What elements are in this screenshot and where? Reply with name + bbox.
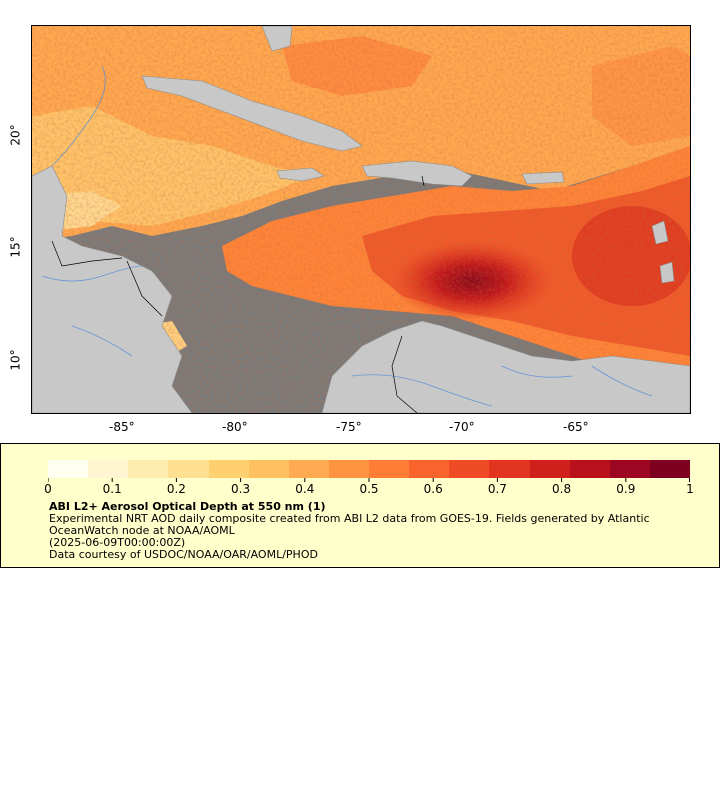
land-masses — [32, 26, 690, 413]
colorbar-swatch — [168, 460, 209, 478]
colorbar-swatch — [328, 460, 369, 478]
colorbar-tick-label: 0.3 — [231, 482, 251, 496]
colorbar-tick-label: 0.9 — [616, 482, 636, 496]
colorbar-ticks — [48, 478, 690, 482]
legend-description: OceanWatch node at NOAA/AOML — [49, 524, 235, 537]
lon-tick-label: -80° — [222, 420, 248, 434]
colorbar-swatch — [369, 460, 410, 478]
colorbar-swatch — [649, 460, 690, 478]
legend-description: Experimental NRT AOD daily composite cre… — [49, 512, 650, 525]
lon-tick-label: -70° — [449, 420, 475, 434]
country-borders — [51, 175, 425, 413]
colorbar-tick-label: 0.4 — [295, 482, 315, 496]
aod-map — [31, 25, 691, 414]
colorbar-swatch — [609, 460, 650, 478]
colorbar-swatch — [529, 460, 570, 478]
lat-tick-label: 20° — [8, 124, 23, 146]
colorbar-tick-label: 0 — [44, 482, 52, 496]
legend-title: ABI L2+ Aerosol Optical Depth at 550 nm … — [49, 500, 326, 513]
colorbar-tick-label: 0.8 — [552, 482, 572, 496]
colorbar-swatch — [128, 460, 169, 478]
colorbar-tick-label: 1 — [686, 482, 694, 496]
colorbar-tick-label: 0.6 — [423, 482, 443, 496]
colorbar-tick-label: 0.5 — [359, 482, 379, 496]
rivers — [41, 65, 653, 407]
colorbar-swatch — [248, 460, 289, 478]
colorbar-swatch — [409, 460, 450, 478]
lon-tick-label: -75° — [336, 420, 362, 434]
legend-credit: Data courtesy of USDOC/NOAA/OAR/AOML/PHO… — [49, 548, 318, 561]
colorbar-tick-label: 0.1 — [102, 482, 122, 496]
colorbar-swatch — [449, 460, 490, 478]
lat-tick-label: 10° — [8, 349, 23, 371]
colorbar-swatch — [489, 460, 530, 478]
colorbar-swatch — [288, 460, 329, 478]
legend-panel: 0 0.1 0.2 0.3 0.4 0.5 0.6 0.7 0.8 0.9 1 ABI L2+ Ae… — [0, 443, 720, 568]
lat-tick-label: 15° — [8, 236, 23, 258]
colorbar-swatch — [88, 460, 129, 478]
colorbar-tick-label: 0.2 — [166, 482, 186, 496]
colorbar-tick-label: 0.7 — [487, 482, 507, 496]
legend-timestamp: (2025-06-09T00:00:00Z) — [49, 536, 186, 549]
colorbar — [48, 460, 690, 478]
lon-tick-label: -65° — [563, 420, 589, 434]
colorbar-swatch — [48, 460, 89, 478]
colorbar-swatch — [569, 460, 610, 478]
aod-map-image — [32, 26, 690, 413]
lon-tick-label: -85° — [109, 420, 135, 434]
legend-text: ABI L2+ Aerosol Optical Depth at 550 nm … — [49, 501, 689, 561]
colorbar-swatch — [208, 460, 249, 478]
